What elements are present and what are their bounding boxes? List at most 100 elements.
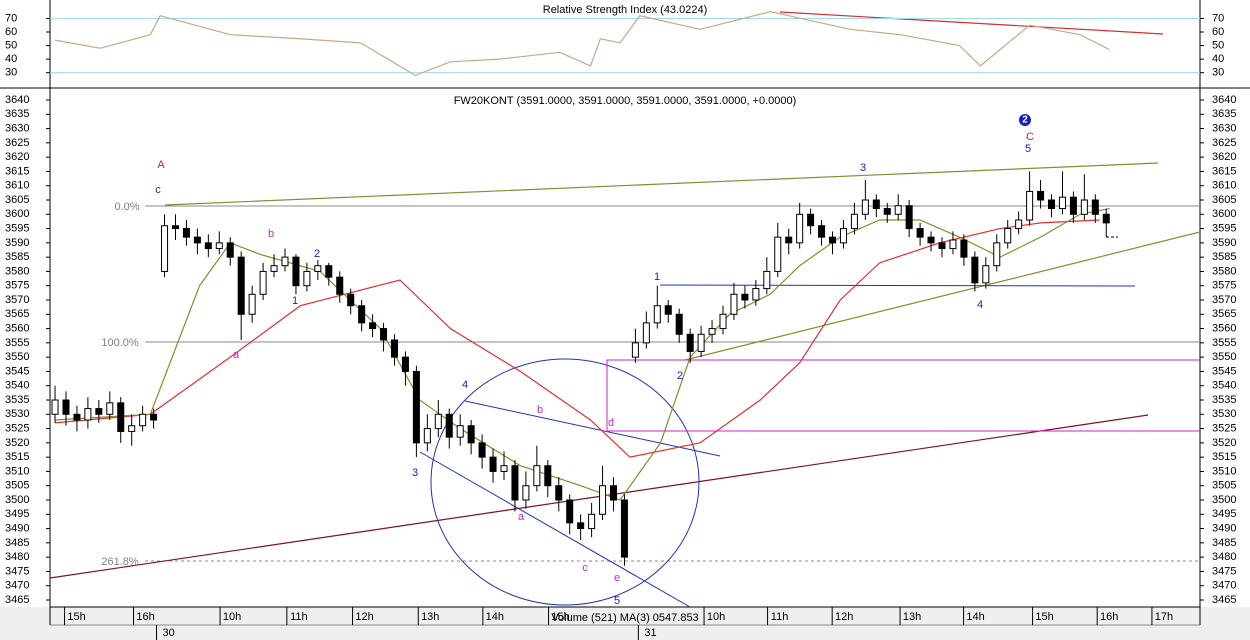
y-tick-label: 3590 bbox=[5, 237, 29, 249]
annotation: 5 bbox=[614, 595, 620, 607]
y-tick-label: 3500 bbox=[1212, 494, 1236, 506]
candle-body bbox=[1102, 213, 1110, 224]
y-tick-label: 3470 bbox=[1212, 580, 1236, 592]
candle-body bbox=[336, 276, 344, 295]
candle-body bbox=[456, 425, 464, 438]
y-tick-label: 3495 bbox=[1212, 508, 1236, 520]
series-group bbox=[51, 171, 1110, 566]
y-tick-label: 3630 bbox=[5, 122, 29, 134]
candle-body bbox=[84, 408, 92, 421]
annotation: a bbox=[233, 349, 240, 361]
y-tick-label: 3485 bbox=[1212, 537, 1236, 549]
y-tick-label: 3560 bbox=[1212, 322, 1236, 334]
rsi-title: Relative Strength Index (43.0224) bbox=[543, 4, 708, 16]
y-tick-label: 3600 bbox=[5, 208, 29, 220]
x-tick-label: 17h bbox=[1155, 611, 1173, 623]
annotation: d bbox=[608, 417, 614, 429]
y-tick-label: 3545 bbox=[5, 365, 29, 377]
y-tick-label: 3625 bbox=[5, 137, 29, 149]
candle-body bbox=[818, 225, 826, 238]
y-tick-label: 3535 bbox=[5, 394, 29, 406]
wave-circle bbox=[1019, 114, 1031, 126]
candle-body bbox=[95, 408, 103, 415]
candle-body bbox=[1069, 196, 1077, 215]
candle-body bbox=[763, 270, 771, 290]
y-tick-label: 70 bbox=[5, 12, 17, 24]
candle-body bbox=[270, 265, 278, 272]
y-tick-label: 3505 bbox=[1212, 480, 1236, 492]
y-tick-label: 3580 bbox=[5, 265, 29, 277]
candle-body bbox=[1091, 199, 1099, 215]
candle-body bbox=[489, 456, 497, 472]
annotation: 261.8% bbox=[101, 556, 139, 568]
y-tick-label: 3545 bbox=[1212, 365, 1236, 377]
trendline bbox=[684, 231, 1200, 361]
price-title: FW20KONT (3591.0000, 3591.0000, 3591.000… bbox=[454, 95, 797, 107]
candle-body bbox=[51, 399, 59, 415]
candle-body bbox=[588, 513, 596, 530]
x-tick-label: 15h bbox=[1035, 611, 1053, 623]
candle-body bbox=[467, 425, 475, 444]
candle-body bbox=[1015, 219, 1023, 230]
x-tick-label: 12h bbox=[835, 611, 853, 623]
y-tick-label: 3595 bbox=[1212, 222, 1236, 234]
y-tick-label: 3590 bbox=[1212, 237, 1236, 249]
candle-body bbox=[916, 228, 924, 238]
candle-body bbox=[697, 333, 705, 352]
x-tick-label: 14h bbox=[966, 611, 984, 623]
candle-body bbox=[500, 465, 508, 472]
candle-body bbox=[675, 313, 683, 335]
candle-body bbox=[522, 485, 530, 501]
candle-body bbox=[358, 305, 366, 324]
x-tick-label: 16h bbox=[1100, 611, 1118, 623]
y-tick-label: 3490 bbox=[5, 522, 29, 534]
candle-body bbox=[686, 333, 694, 352]
series-group bbox=[54, 11, 1110, 77]
x-tick-label: 16h bbox=[136, 611, 154, 623]
y-tick-label: 3555 bbox=[5, 337, 29, 349]
x-tick-label: 12h bbox=[355, 611, 373, 623]
candle-body bbox=[423, 428, 431, 444]
y-tick-label: 3570 bbox=[1212, 294, 1236, 306]
y-tick-label: 3535 bbox=[1212, 394, 1236, 406]
candle-body bbox=[664, 305, 672, 315]
candle-body bbox=[182, 228, 190, 238]
y-tick-label: 40 bbox=[1212, 53, 1224, 65]
candle-body bbox=[927, 236, 935, 244]
annotation: C bbox=[1026, 131, 1034, 143]
y-tick-label: 3560 bbox=[5, 322, 29, 334]
x-tick-label: 11h bbox=[290, 611, 308, 623]
candle-body bbox=[161, 225, 169, 272]
candle-body bbox=[150, 413, 158, 421]
candle-body bbox=[796, 213, 804, 244]
candle-body bbox=[390, 339, 399, 358]
candle-body bbox=[719, 313, 727, 330]
y-tick-label: 3530 bbox=[1212, 408, 1236, 420]
y-tick-label: 3595 bbox=[5, 222, 29, 234]
candle-body bbox=[642, 322, 650, 344]
y-tick-label: 3485 bbox=[5, 537, 29, 549]
y-tick-label: 3495 bbox=[5, 508, 29, 520]
candle-body bbox=[730, 293, 738, 315]
y-tick-label: 3465 bbox=[1212, 594, 1236, 606]
candle-body bbox=[708, 328, 716, 335]
y-tick-label: 70 bbox=[1212, 12, 1224, 24]
y-tick-label: 3530 bbox=[5, 408, 29, 420]
y-tick-label: 3470 bbox=[5, 580, 29, 592]
candle-body bbox=[303, 270, 311, 287]
candle-body bbox=[1037, 190, 1045, 201]
annotation: c bbox=[582, 562, 588, 574]
y-tick-label: 3600 bbox=[1212, 208, 1236, 220]
circle-marker bbox=[430, 358, 700, 606]
y-tick-label: 30 bbox=[5, 67, 17, 79]
candle-body bbox=[872, 199, 880, 210]
y-tick-label: 60 bbox=[5, 26, 17, 38]
y-tick-label: 3640 bbox=[1212, 94, 1236, 106]
annotation: b bbox=[268, 228, 274, 240]
x-tick-label: 13h bbox=[421, 611, 439, 623]
candle-body bbox=[1048, 199, 1056, 210]
candle-body bbox=[1058, 196, 1066, 210]
candle-body bbox=[883, 208, 891, 215]
candle-body bbox=[369, 322, 377, 330]
moving-average bbox=[55, 207, 1110, 501]
